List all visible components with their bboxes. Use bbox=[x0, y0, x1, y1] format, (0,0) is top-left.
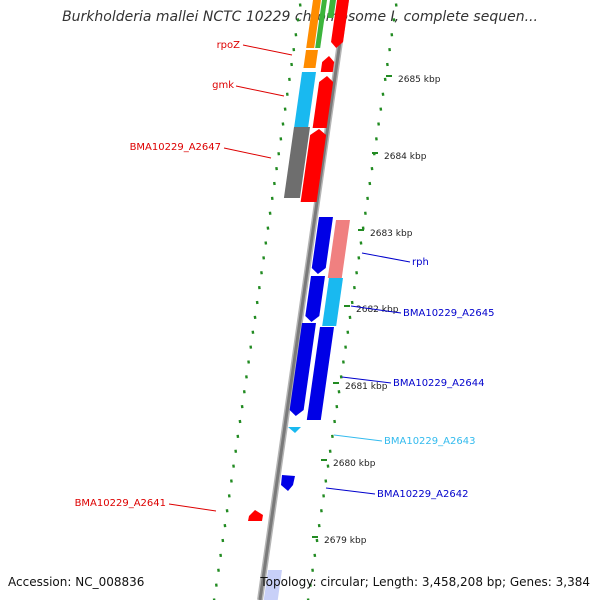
gene-label[interactable]: BMA10229_A2642 bbox=[377, 489, 468, 500]
gene-gmk[interactable] bbox=[312, 76, 334, 128]
gene-blue-1[interactable] bbox=[311, 217, 333, 274]
scale-tick-label: 2681 kbp bbox=[345, 382, 388, 392]
label-leader-line bbox=[235, 85, 285, 97]
gene-cyan-gmk[interactable] bbox=[294, 72, 316, 127]
chromosome-backbone bbox=[257, 0, 349, 600]
label-leader-line bbox=[242, 44, 293, 56]
scale-tick-label: 2683 kbp bbox=[370, 229, 413, 239]
gene-label[interactable]: BMA10229_A2643 bbox=[384, 436, 475, 447]
gene-blue-3[interactable] bbox=[289, 323, 316, 416]
gene-BMA10229_A2645[interactable] bbox=[322, 278, 343, 326]
scale-tick-label: 2685 kbp bbox=[398, 75, 441, 85]
dotted-tracks bbox=[212, 3, 398, 600]
gene-label[interactable]: rph bbox=[412, 257, 429, 268]
gene-red-top[interactable] bbox=[331, 0, 349, 48]
gene-rpoZ[interactable] bbox=[303, 50, 318, 68]
reverse-strand-track bbox=[212, 3, 302, 600]
gene-BMA10229_A2641[interactable] bbox=[248, 510, 263, 521]
gene-orange-top[interactable] bbox=[306, 0, 321, 48]
forward-strand-track bbox=[306, 3, 398, 600]
label-leader-line bbox=[350, 305, 402, 314]
genome-summary-text: Topology: circular; Length: 3,458,208 bp… bbox=[260, 575, 590, 589]
gene-BMA10229_A2642[interactable] bbox=[281, 475, 295, 491]
gene-BMA10229_A2643[interactable] bbox=[288, 427, 301, 433]
gene-features bbox=[248, 0, 350, 600]
map-title: Burkholderia mallei NCTC 10229 chromosom… bbox=[62, 9, 538, 25]
label-leader-line bbox=[333, 434, 383, 442]
gene-label[interactable]: rpoZ bbox=[217, 40, 241, 51]
gene-label[interactable]: BMA10229_A2641 bbox=[75, 498, 166, 509]
gene-blue-2[interactable] bbox=[305, 276, 325, 322]
gene-label[interactable]: BMA10229_A2644 bbox=[393, 378, 484, 389]
scale-tick-label: 2684 kbp bbox=[384, 152, 427, 162]
gene-BMA10229_A2647[interactable] bbox=[283, 127, 310, 198]
scale-tick-label: 2679 kbp bbox=[324, 536, 367, 546]
gene-label[interactable]: BMA10229_A2645 bbox=[403, 308, 494, 319]
label-leader-line bbox=[223, 147, 272, 159]
label-leader-line bbox=[361, 252, 411, 263]
gene-bottom-pale[interactable] bbox=[263, 570, 282, 600]
gene-green-thin[interactable] bbox=[315, 0, 327, 48]
gene-green-top[interactable] bbox=[327, 0, 336, 18]
gene-BMA10229_A2647-red[interactable] bbox=[300, 129, 327, 202]
accession-text: Accession: NC_008836 bbox=[8, 575, 145, 589]
label-leader-line bbox=[325, 487, 376, 495]
gene-rph[interactable] bbox=[327, 220, 350, 278]
scale-tick-label: 2680 kbp bbox=[333, 459, 376, 469]
label-leader-line bbox=[341, 376, 392, 384]
gene-red-small[interactable] bbox=[320, 56, 335, 72]
gene-label[interactable]: BMA10229_A2647 bbox=[130, 142, 221, 153]
label-leader-line bbox=[168, 503, 217, 512]
gene-BMA10229_A2644[interactable] bbox=[306, 327, 334, 420]
gene-label[interactable]: gmk bbox=[212, 80, 234, 91]
